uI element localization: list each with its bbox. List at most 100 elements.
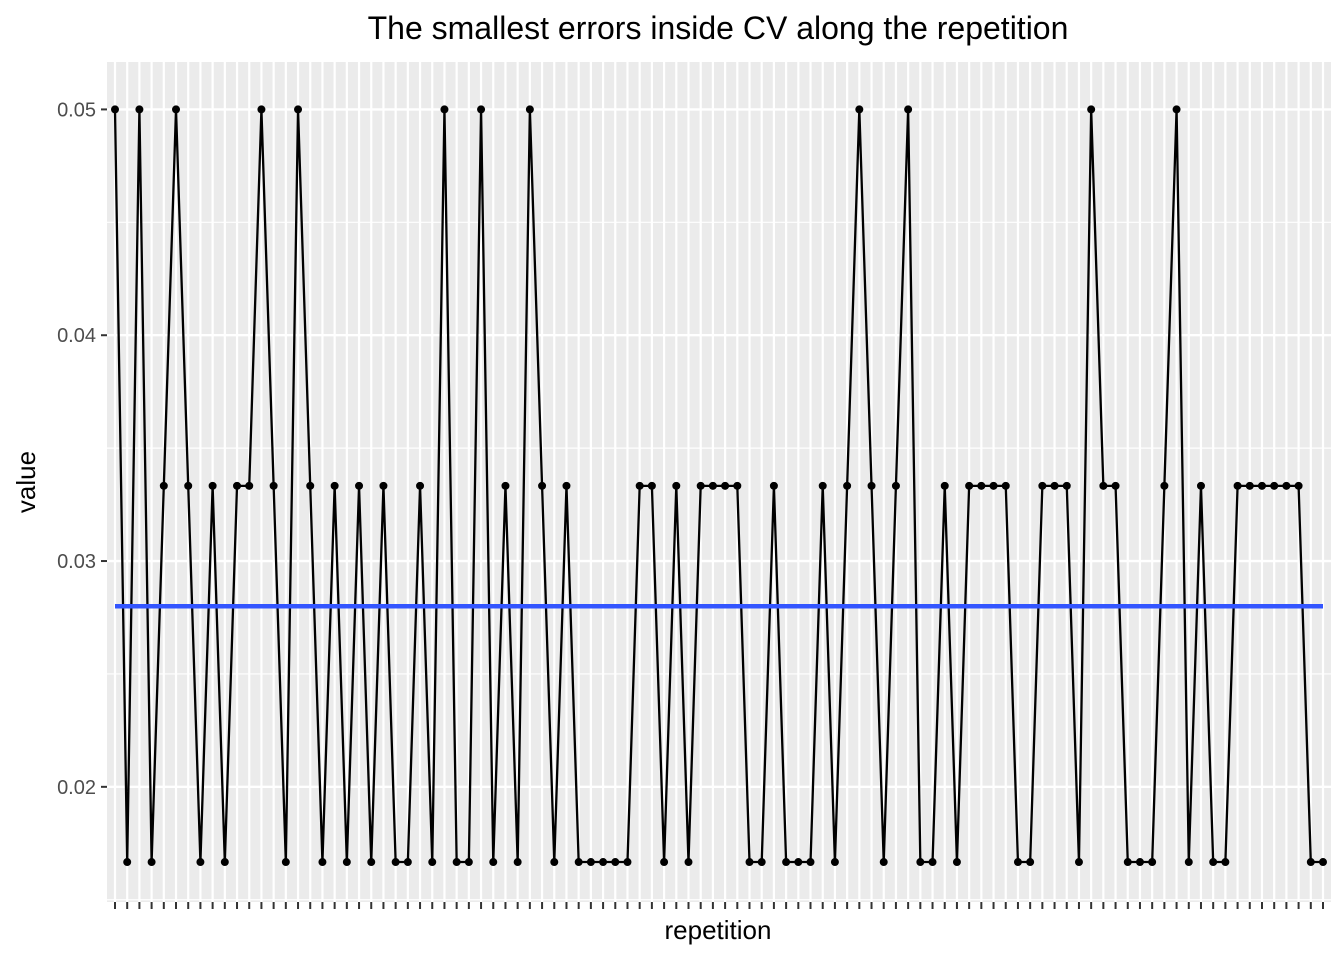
data-point [1282, 481, 1291, 490]
series-line [113, 108, 1323, 864]
data-point [757, 858, 766, 867]
data-point [123, 858, 132, 867]
data-point [538, 481, 547, 490]
data-point [135, 105, 144, 114]
data-point [806, 858, 815, 867]
data-point [782, 858, 791, 867]
data-point [635, 481, 644, 490]
data-point [489, 858, 498, 867]
data-point [440, 105, 449, 114]
data-point [940, 481, 949, 490]
data-point [696, 481, 705, 490]
data-point [769, 481, 778, 490]
data-point [294, 105, 303, 114]
data-point [159, 481, 168, 490]
data-point [1026, 858, 1035, 867]
y-tick-label: 0.04 [57, 325, 96, 347]
y-axis-ticks: 0.02 0.03 0.04 0.05 [57, 99, 107, 799]
data-point [501, 481, 510, 490]
x-axis-title: repetition [665, 915, 772, 945]
data-point [464, 858, 473, 867]
data-point [257, 105, 266, 114]
data-point [989, 481, 998, 490]
data-point [843, 481, 852, 490]
plot-panel [107, 62, 1331, 902]
data-point [586, 858, 595, 867]
data-point [623, 858, 632, 867]
y-tick-label: 0.05 [57, 99, 96, 121]
data-point [1135, 858, 1144, 867]
data-point [391, 858, 400, 867]
data-point [196, 858, 205, 867]
data-point [306, 481, 315, 490]
data-point [928, 858, 937, 867]
data-point [904, 105, 913, 114]
data-point [1257, 481, 1266, 490]
data-point [342, 858, 351, 867]
data-point [891, 481, 900, 490]
data-point [867, 481, 876, 490]
data-point [794, 858, 803, 867]
data-point [1087, 105, 1096, 114]
data-point [1123, 858, 1132, 867]
data-point [318, 858, 327, 867]
data-point [513, 858, 522, 867]
data-point [855, 105, 864, 114]
data-point [965, 481, 974, 490]
data-point [525, 105, 534, 114]
data-point [1062, 481, 1071, 490]
data-point [220, 858, 229, 867]
data-point [1294, 481, 1303, 490]
data-point [684, 858, 693, 867]
data-point [830, 858, 839, 867]
data-point [428, 858, 437, 867]
data-point [1160, 481, 1169, 490]
chart-title: The smallest errors inside CV along the … [368, 10, 1069, 46]
data-point [233, 481, 242, 490]
data-point [147, 858, 156, 867]
data-point [269, 481, 278, 490]
data-point [452, 858, 461, 867]
data-point [245, 481, 254, 490]
data-point [1038, 481, 1047, 490]
data-point [1221, 858, 1230, 867]
y-axis-title: value [11, 451, 41, 513]
data-point [660, 858, 669, 867]
data-point [574, 858, 583, 867]
data-point [184, 481, 193, 490]
data-point [1148, 858, 1157, 867]
data-point [1209, 858, 1218, 867]
data-point [647, 481, 656, 490]
data-point [1270, 481, 1279, 490]
data-point [818, 481, 827, 490]
data-point [172, 105, 181, 114]
data-point [1013, 858, 1022, 867]
data-point [562, 481, 571, 490]
data-point [330, 481, 339, 490]
data-point [1233, 481, 1242, 490]
data-point [916, 858, 925, 867]
data-point [977, 481, 986, 490]
data-point [416, 481, 425, 490]
data-point [611, 858, 620, 867]
data-point [1074, 858, 1083, 867]
data-point [208, 481, 217, 490]
data-point [708, 481, 717, 490]
data-point [1306, 858, 1315, 867]
data-point [721, 481, 730, 490]
data-point [745, 858, 754, 867]
data-point [1050, 481, 1059, 490]
x-axis-ticks [114, 902, 1324, 909]
data-point [355, 481, 364, 490]
data-point [367, 858, 376, 867]
data-point [733, 481, 742, 490]
data-point [1172, 105, 1181, 114]
data-point [550, 858, 559, 867]
data-point [1099, 481, 1108, 490]
data-point [403, 858, 412, 867]
data-point [111, 105, 119, 114]
data-point [879, 858, 888, 867]
data-point [1245, 481, 1254, 490]
